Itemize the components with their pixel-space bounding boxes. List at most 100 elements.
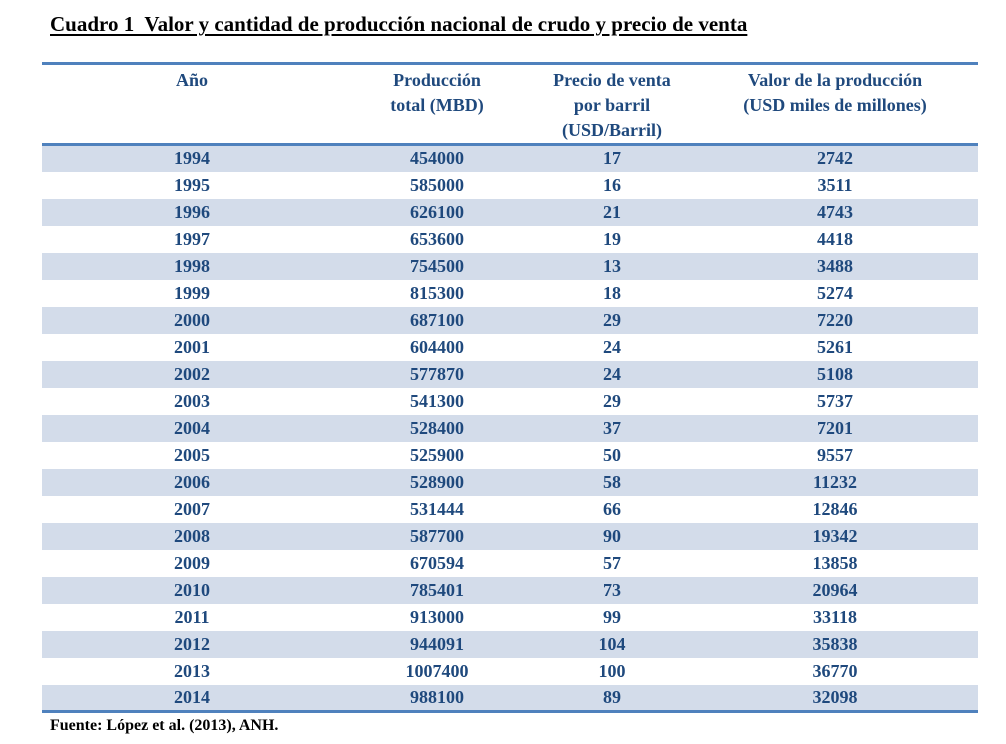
cell-value: 36770 [812,660,858,681]
cell-production: 687100 [410,309,464,330]
cell-price: 66 [603,498,621,519]
cell-year: 2009 [174,552,210,573]
cell-year: 2002 [174,363,210,384]
table-row: 2014 988100 89 32098 [42,684,978,712]
cell-production: 988100 [410,686,464,707]
cell-year: 1999 [174,282,210,303]
cell-production: 454000 [410,148,464,169]
table-row: 2001 604400 24 5261 [42,333,978,361]
cell-year: 2003 [174,390,210,411]
cell-production: 528400 [410,417,464,438]
cell-production: 944091 [410,633,464,654]
cell-price: 29 [603,309,621,330]
header-line: Año [175,70,208,90]
cell-value: 7220 [817,309,853,330]
cell-price: 50 [603,444,621,465]
cell-value: 4743 [817,201,853,222]
cell-price: 24 [603,363,621,384]
cell-value: 3488 [817,255,853,276]
table-row: 2008 587700 90 19342 [42,522,978,550]
cell-value: 19342 [812,525,858,546]
cell-price: 24 [603,336,621,357]
cell-production: 528900 [410,471,464,492]
cell-price: 29 [603,390,621,411]
cell-year: 2004 [174,417,210,438]
table-row: 2011 913000 99 33118 [42,603,978,631]
cell-value: 12846 [812,498,858,519]
table-row: 1996 626100 21 4743 [42,198,978,226]
cell-price: 21 [603,201,621,222]
cell-production: 531444 [410,498,464,519]
cell-price: 104 [598,633,626,654]
cell-value: 33118 [812,606,857,627]
cell-year: 2014 [174,686,210,707]
cell-price: 99 [603,606,621,627]
cell-production: 585000 [410,174,464,195]
header-line: Precio de venta [553,70,671,90]
table-row: 2013 1007400 100 36770 [42,657,978,685]
cell-year: 1995 [174,174,210,195]
cell-production: 525900 [410,444,464,465]
production-table: Año Producción total (MBD) Precio de ven… [42,62,978,713]
cell-value: 35838 [812,633,858,654]
table-row: 2004 528400 37 7201 [42,414,978,442]
header-line: Producción [393,70,481,90]
cell-year: 2001 [174,336,210,357]
cell-year: 2008 [174,525,210,546]
cell-value: 4418 [817,228,853,249]
cell-value: 5274 [817,282,853,303]
header-line: (USD miles de millones) [743,95,927,115]
column-header-price: Precio de venta por barril (USD/Barril) [532,64,692,145]
table-row: 1998 754500 13 3488 [42,252,978,280]
column-header-production: Producción total (MBD) [342,64,532,145]
cell-production: 1007400 [405,660,469,681]
table-row: 2007 531444 66 12846 [42,495,978,523]
cell-production: 653600 [410,228,464,249]
cell-value: 20964 [812,579,858,600]
cell-price: 16 [603,174,621,195]
table-body: 1994 454000 17 2742 1995 585000 16 3511 1996 6261… [42,144,978,712]
cell-production: 604400 [410,336,464,357]
cell-price: 90 [603,525,621,546]
cell-year: 2012 [174,633,210,654]
table-row: 1995 585000 16 3511 [42,171,978,199]
cell-production: 670594 [410,552,464,573]
cell-value: 32098 [812,686,858,707]
cell-year: 2010 [174,579,210,600]
table-row: 2009 670594 57 13858 [42,549,978,577]
cell-price: 57 [603,552,621,573]
table-row: 2006 528900 58 11232 [42,468,978,496]
table-row: 2000 687100 29 7220 [42,306,978,334]
table-row: 1999 815300 18 5274 [42,279,978,307]
cell-production: 785401 [410,579,464,600]
cell-production: 587700 [410,525,464,546]
header-line: total (MBD) [390,95,484,115]
table-row: 1997 653600 19 4418 [42,225,978,253]
cell-price: 17 [603,148,621,169]
cell-price: 100 [598,660,626,681]
cell-price: 18 [603,282,621,303]
cell-year: 1998 [174,255,210,276]
cell-production: 626100 [410,201,464,222]
table-row: 2002 577870 24 5108 [42,360,978,388]
cell-year: 1996 [174,201,210,222]
cell-value: 11232 [812,471,857,492]
cell-price: 13 [603,255,621,276]
cell-year: 2005 [174,444,210,465]
cell-value: 5261 [817,336,853,357]
cell-price: 58 [603,471,621,492]
cell-production: 541300 [410,390,464,411]
table-row: 2010 785401 73 20964 [42,576,978,604]
table-header: Año Producción total (MBD) Precio de ven… [42,63,978,145]
cell-production: 577870 [410,363,464,384]
table-row: 2005 525900 50 9557 [42,441,978,469]
cell-year: 2011 [174,606,210,627]
table-row: 1994 454000 17 2742 [42,144,978,172]
cell-year: 2007 [174,498,210,519]
table-caption: Cuadro 1 Valor y cantidad de producción … [50,12,748,36]
column-header-year: Año [42,64,342,145]
header-row: Año Producción total (MBD) Precio de ven… [42,63,978,145]
cell-price: 89 [603,686,621,707]
cell-price: 19 [603,228,621,249]
